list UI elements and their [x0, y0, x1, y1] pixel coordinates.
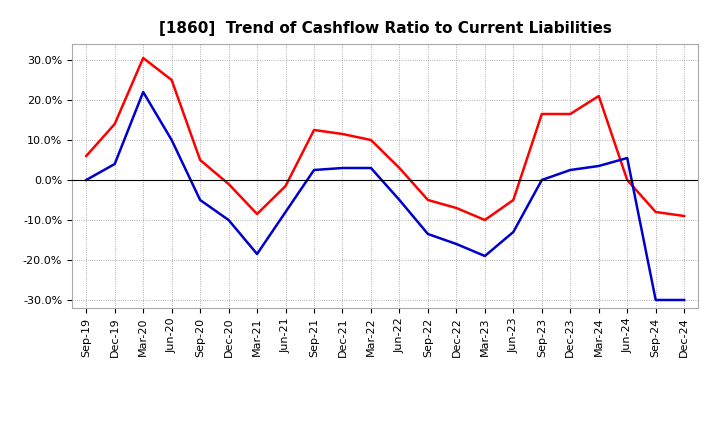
Free CF to Current Liabilities	[652, 297, 660, 303]
Free CF to Current Liabilities	[110, 161, 119, 167]
Free CF to Current Liabilities	[139, 89, 148, 95]
Free CF to Current Liabilities	[282, 209, 290, 215]
Operating CF to Current Liabilities	[423, 198, 432, 203]
Operating CF to Current Liabilities	[110, 121, 119, 127]
Free CF to Current Liabilities	[310, 167, 318, 172]
Free CF to Current Liabilities	[167, 137, 176, 143]
Operating CF to Current Liabilities	[623, 177, 631, 183]
Operating CF to Current Liabilities	[282, 183, 290, 189]
Title: [1860]  Trend of Cashflow Ratio to Current Liabilities: [1860] Trend of Cashflow Ratio to Curren…	[159, 21, 611, 36]
Operating CF to Current Liabilities	[167, 77, 176, 83]
Free CF to Current Liabilities	[509, 229, 518, 235]
Free CF to Current Liabilities	[566, 167, 575, 172]
Operating CF to Current Liabilities	[253, 211, 261, 216]
Free CF to Current Liabilities	[623, 155, 631, 161]
Free CF to Current Liabilities	[680, 297, 688, 303]
Free CF to Current Liabilities	[395, 198, 404, 203]
Operating CF to Current Liabilities	[139, 55, 148, 61]
Free CF to Current Liabilities	[196, 198, 204, 203]
Free CF to Current Liabilities	[82, 177, 91, 183]
Operating CF to Current Liabilities	[566, 111, 575, 117]
Operating CF to Current Liabilities	[509, 198, 518, 203]
Free CF to Current Liabilities	[423, 231, 432, 237]
Free CF to Current Liabilities	[480, 253, 489, 259]
Free CF to Current Liabilities	[452, 242, 461, 247]
Operating CF to Current Liabilities	[480, 217, 489, 223]
Free CF to Current Liabilities	[595, 163, 603, 169]
Operating CF to Current Liabilities	[680, 213, 688, 219]
Operating CF to Current Liabilities	[395, 165, 404, 171]
Operating CF to Current Liabilities	[366, 137, 375, 143]
Operating CF to Current Liabilities	[310, 127, 318, 132]
Operating CF to Current Liabilities	[537, 111, 546, 117]
Free CF to Current Liabilities	[225, 217, 233, 223]
Operating CF to Current Liabilities	[595, 93, 603, 99]
Free CF to Current Liabilities	[537, 177, 546, 183]
Line: Operating CF to Current Liabilities: Operating CF to Current Liabilities	[86, 58, 684, 220]
Operating CF to Current Liabilities	[82, 154, 91, 159]
Operating CF to Current Liabilities	[225, 181, 233, 187]
Free CF to Current Liabilities	[338, 165, 347, 171]
Operating CF to Current Liabilities	[338, 132, 347, 137]
Operating CF to Current Liabilities	[452, 205, 461, 211]
Operating CF to Current Liabilities	[196, 158, 204, 163]
Free CF to Current Liabilities	[366, 165, 375, 171]
Operating CF to Current Liabilities	[652, 209, 660, 215]
Line: Free CF to Current Liabilities: Free CF to Current Liabilities	[86, 92, 684, 300]
Free CF to Current Liabilities	[253, 251, 261, 257]
